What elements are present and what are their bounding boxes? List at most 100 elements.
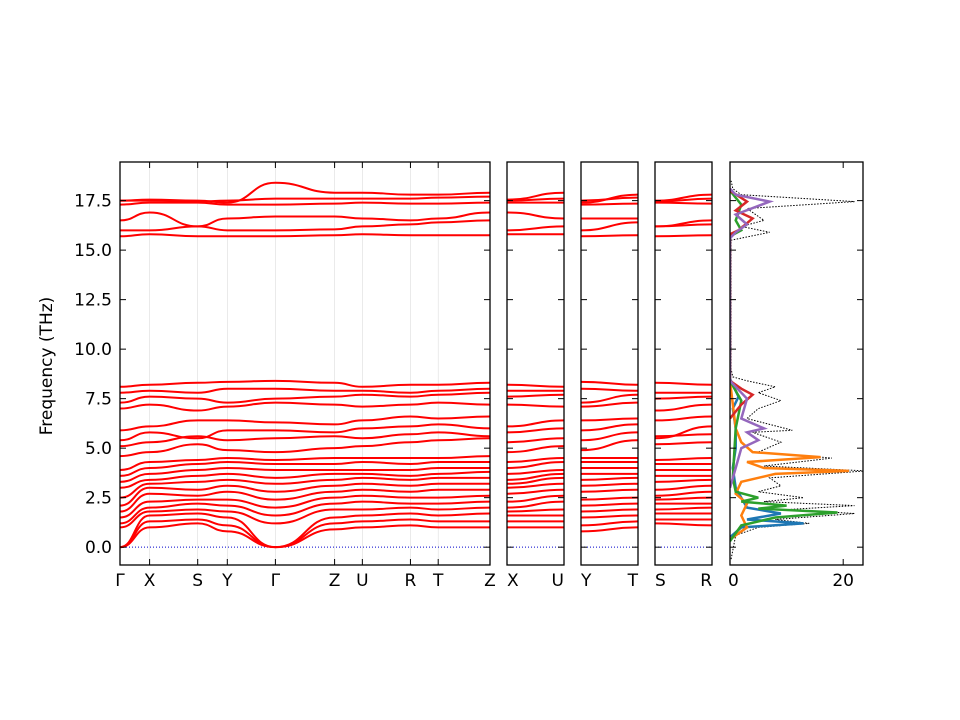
band-line — [507, 211, 564, 220]
dos-partial-line — [730, 189, 755, 420]
y-tick-labels: 0.0 2.5 5.0 7.5 10.0 12.5 15.0 17.5 — [74, 192, 112, 559]
y-tick-label: 0.0 — [85, 538, 112, 558]
k-point-label: T — [432, 571, 444, 591]
panel-frame — [119, 161, 491, 566]
band-line — [120, 461, 490, 477]
band-line — [581, 496, 638, 501]
k-point-label: S — [655, 571, 666, 591]
band-line — [655, 197, 712, 203]
y-tick-label: 10.0 — [74, 340, 112, 360]
band-line — [120, 437, 490, 458]
band-line — [655, 490, 712, 497]
band-line — [507, 225, 564, 232]
dos-curves — [730, 180, 863, 560]
y-tick-label: 5.0 — [85, 439, 112, 459]
band-line — [120, 401, 490, 412]
band-line — [507, 457, 564, 464]
band-line — [507, 472, 564, 481]
k-point-label: Z — [329, 571, 341, 591]
band-line — [581, 401, 638, 408]
band-line — [581, 417, 638, 422]
band-line — [581, 393, 638, 404]
k-point-label: Y — [580, 571, 592, 591]
band-line — [655, 478, 712, 483]
dos-total-line — [730, 180, 863, 560]
band-lines — [507, 191, 564, 529]
k-point-label: U — [356, 571, 368, 591]
band-line — [581, 526, 638, 533]
band-line — [655, 193, 712, 202]
band-lines — [581, 193, 638, 533]
band-line — [120, 500, 490, 525]
band-line — [655, 425, 712, 440]
dos-partial-line — [730, 189, 838, 542]
dos-x-tick-label: 0 — [728, 571, 739, 591]
band-line — [507, 461, 564, 469]
band-line — [120, 201, 490, 206]
band-line — [581, 193, 638, 204]
band-line — [120, 518, 490, 549]
band-line — [120, 219, 490, 232]
dos-partial-line — [730, 187, 775, 489]
band-line — [581, 234, 638, 238]
band-line — [120, 391, 490, 404]
band-line — [655, 506, 712, 511]
band-line — [581, 502, 638, 507]
band-line — [655, 403, 712, 412]
band-line — [655, 219, 712, 228]
band-line — [507, 197, 564, 202]
band-line — [120, 379, 490, 388]
band-line — [581, 514, 638, 519]
band-line — [581, 221, 638, 232]
dos-panel: 0 20 — [728, 161, 864, 591]
band-line — [120, 522, 490, 549]
band-line — [120, 488, 490, 513]
y-tick-label: 17.5 — [74, 192, 112, 212]
k-point-label: Γ — [115, 571, 125, 591]
band-lines — [655, 193, 712, 527]
band-line — [120, 494, 490, 519]
band-line — [655, 415, 712, 422]
band-line — [120, 431, 490, 448]
dos-frame — [729, 161, 864, 566]
band-line — [120, 466, 490, 483]
band-line — [655, 433, 712, 438]
band-line — [581, 520, 638, 527]
band-line — [581, 476, 638, 481]
band-line — [507, 494, 564, 503]
y-tick-label: 7.5 — [85, 390, 112, 410]
band-line — [507, 508, 564, 513]
k-point-label: X — [507, 571, 519, 591]
band-line — [581, 482, 638, 487]
band-line — [120, 476, 490, 499]
band-line — [507, 393, 564, 398]
band-line — [655, 457, 712, 462]
band-line — [581, 387, 638, 392]
y-tick-label: 2.5 — [85, 489, 112, 509]
band-line — [655, 234, 712, 238]
band-line — [581, 423, 638, 432]
band-line — [120, 423, 490, 442]
band-line — [120, 211, 490, 228]
band-line — [655, 395, 712, 400]
band-lines — [120, 181, 490, 549]
dos-x-tick-label: 20 — [832, 571, 854, 591]
band-line — [120, 415, 490, 432]
y-axis-label: Frequency (THz) — [37, 297, 57, 436]
band-line — [581, 508, 638, 513]
band-line — [507, 476, 564, 485]
k-point-label: R — [405, 571, 417, 591]
k-point-label: T — [627, 571, 639, 591]
band-line — [581, 439, 638, 452]
band-line — [655, 201, 712, 205]
band-line — [507, 191, 564, 201]
band-line — [507, 437, 564, 444]
band-line — [120, 387, 490, 394]
band-line — [655, 484, 712, 491]
panel-frame — [654, 161, 713, 566]
band-line — [581, 202, 638, 206]
